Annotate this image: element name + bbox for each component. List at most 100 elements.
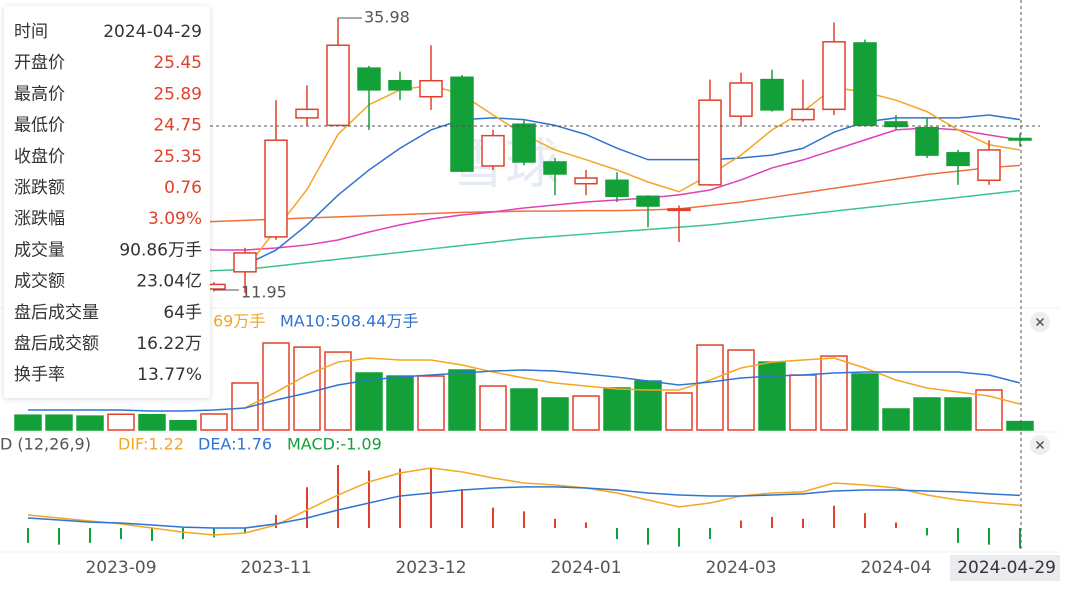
volume-bar	[696, 344, 724, 431]
x-tick-label: 2023-12	[395, 558, 466, 578]
candle-body	[233, 252, 257, 273]
macd-header: D (12,26,9) DIF:1.22 DEA:1.76 MACD:-1.09	[0, 435, 1050, 455]
x-label-highlight	[950, 555, 1060, 581]
candle-body	[481, 134, 505, 167]
candle-body	[264, 139, 288, 238]
volume-bar	[820, 355, 848, 431]
volume-ma-line	[28, 369, 1021, 412]
candle-body	[357, 67, 381, 91]
candle-body	[977, 149, 1001, 182]
x-axis: 2023-09 2023-11 2023-12 2024-01 2024-03 2024-…	[85, 555, 1060, 581]
candle-body	[636, 195, 660, 207]
tooltip-label: 收盘价	[14, 147, 65, 167]
volume-bar	[231, 382, 259, 431]
tooltip: 时间 2024-04-29 开盘价 25.45 最高价 25.89 最低价 24.75 收盘价 2…	[4, 6, 210, 398]
macd-title: D (12,26,9)	[0, 435, 91, 454]
tooltip-label: 涨跌幅	[14, 209, 65, 229]
candle-body	[729, 82, 753, 117]
x-tick-label: 2023-11	[240, 558, 311, 578]
volume-bar	[138, 413, 166, 431]
tooltip-value: 25.35	[153, 147, 202, 167]
volume-bar	[758, 361, 786, 431]
tooltip-value: 25.45	[153, 53, 202, 73]
tooltip-label: 盘后成交量	[14, 303, 99, 323]
x-tick-label: 2024-03	[705, 558, 776, 578]
volume-bar	[789, 374, 817, 431]
volume-bar	[1006, 420, 1034, 431]
volume-bar	[417, 375, 445, 431]
volume-bar	[200, 413, 228, 431]
tooltip-value: 90.86万手	[119, 240, 202, 260]
candle-body	[388, 79, 412, 91]
candle-body	[512, 123, 536, 163]
dea-label: DEA:1.76	[198, 435, 272, 454]
volume-bar	[851, 373, 879, 431]
high-label: 35.98	[364, 8, 410, 27]
volume-bar	[572, 395, 600, 431]
volume-bar	[14, 414, 42, 431]
volume-bar	[603, 387, 631, 431]
tooltip-label: 盘后成交额	[14, 334, 99, 354]
close-icon	[1035, 440, 1045, 450]
tooltip-value: 16.22万	[136, 334, 202, 354]
candle-body	[946, 152, 970, 167]
volume-bar	[913, 397, 941, 431]
candle-body	[760, 78, 784, 111]
tooltip-value: 3.09%	[148, 209, 202, 229]
tooltip-label: 最低价	[14, 116, 65, 136]
tooltip-value: 13.77%	[137, 365, 202, 385]
volume-ma-label: MA10:508.44万手	[280, 312, 419, 331]
macd-label: MACD:-1.09	[287, 435, 382, 454]
candle-body	[295, 108, 319, 119]
candle-body	[419, 79, 443, 98]
candle-body	[915, 126, 939, 156]
low-label: 11.95	[241, 283, 287, 302]
volume-bar	[541, 397, 569, 431]
candle-body	[543, 161, 567, 175]
x-tick-label: 2024-01	[550, 558, 621, 578]
candle-body	[822, 41, 846, 111]
volume-bar	[355, 372, 383, 431]
volume-bar	[944, 397, 972, 431]
candle-body	[326, 44, 350, 127]
volume-ma-line	[244, 357, 1021, 409]
dif-line	[27, 467, 1021, 536]
volume-bar	[448, 369, 476, 431]
volume-bar	[727, 349, 755, 431]
tooltip-value: 25.89	[153, 84, 202, 104]
volume-bar	[882, 408, 910, 431]
candle-body	[853, 42, 877, 127]
volume-bar	[634, 380, 662, 431]
volume-header: 69万手 MA10:508.44万手	[213, 312, 1050, 332]
tooltip-label: 开盘价	[14, 53, 65, 73]
volume-bar	[169, 419, 197, 431]
dea-line	[27, 486, 1021, 529]
candle-body	[450, 76, 474, 172]
tooltip-value: 24.75	[153, 116, 202, 136]
candle-body	[574, 177, 598, 185]
volume-bar	[45, 414, 73, 431]
tooltip-label: 时间	[14, 22, 48, 42]
tooltip-value: 0.76	[164, 178, 202, 198]
tooltip-value: 2024-04-29	[103, 22, 202, 42]
x-tick-label: 2023-09	[85, 558, 156, 578]
tooltip-value: 23.04亿	[136, 272, 202, 292]
dif-label: DIF:1.22	[118, 435, 184, 454]
tooltip-label: 最高价	[14, 84, 65, 104]
tooltip-label: 成交量	[14, 240, 65, 260]
candle-body	[667, 208, 691, 212]
volume-bar	[107, 413, 135, 431]
x-tick-label: 2024-04-29	[957, 558, 1056, 578]
tooltip-label: 涨跌额	[14, 178, 65, 198]
volume-bar	[665, 392, 693, 431]
ma-line	[244, 84, 1021, 270]
tooltip-box	[4, 6, 210, 398]
candle-body	[605, 179, 629, 198]
candle-body	[1008, 137, 1032, 141]
candle-body	[698, 99, 722, 186]
tooltip-label: 成交额	[14, 272, 65, 292]
close-icon	[1035, 317, 1045, 327]
x-tick-label: 2024-04	[860, 558, 931, 578]
tooltip-label: 换手率	[14, 365, 65, 385]
volume-bar	[293, 346, 321, 431]
